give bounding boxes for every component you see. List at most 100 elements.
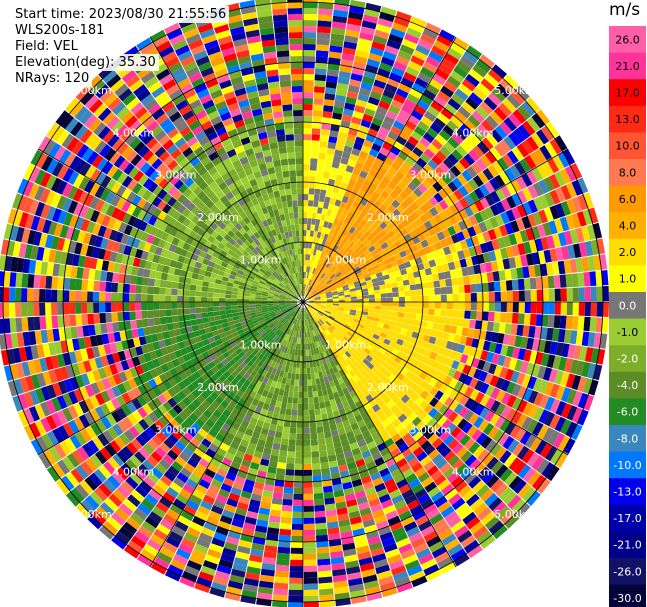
radar-gate — [325, 406, 333, 414]
radar-gate — [303, 445, 311, 452]
radar-gate — [531, 455, 545, 471]
radar-gate — [319, 309, 325, 313]
radar-gate — [374, 437, 384, 447]
radar-gate — [308, 355, 313, 362]
radar-gate — [306, 355, 310, 362]
radar-gate — [295, 331, 299, 338]
radar-gate — [378, 249, 386, 257]
radar-gate — [288, 439, 296, 446]
radar-gate — [303, 170, 310, 177]
radar-gate — [464, 206, 474, 217]
radar-gate — [315, 378, 321, 385]
radar-gate — [431, 154, 443, 166]
radar-gate — [335, 501, 347, 510]
radar-gate — [555, 342, 564, 357]
radar-gate — [325, 437, 333, 445]
radar-gate — [307, 313, 311, 319]
radar-gate — [376, 105, 388, 116]
radar-gate — [434, 474, 447, 486]
radar-gate — [451, 93, 465, 106]
radar-gate — [554, 370, 564, 385]
radar-gate — [324, 497, 335, 505]
radar-gate — [334, 94, 346, 103]
radar-gate — [386, 194, 395, 204]
radar-gate — [375, 217, 384, 226]
radar-gate — [467, 226, 477, 237]
radar-gate — [272, 442, 281, 451]
radar-gate — [347, 339, 355, 346]
radar-gate — [317, 334, 323, 341]
radar-gate — [423, 564, 440, 576]
radar-gate — [554, 416, 567, 432]
radar-gate — [422, 295, 429, 302]
radar-gate — [494, 214, 505, 227]
radar-gate — [356, 347, 364, 354]
radar-gate — [282, 426, 290, 434]
radar-gate — [536, 302, 543, 314]
radar-gate — [444, 396, 454, 408]
radar-gate — [474, 404, 485, 416]
radar-gate — [511, 313, 519, 324]
radar-gate — [504, 453, 517, 468]
radar-gate — [280, 438, 289, 446]
radar-gate — [485, 115, 499, 129]
radar-gate — [159, 287, 166, 295]
radar-gate — [522, 402, 534, 416]
radar-gate — [3, 287, 10, 302]
radar-gate — [225, 306, 232, 311]
radar-gate — [325, 503, 336, 511]
radar-gate — [315, 420, 323, 428]
radar-gate — [306, 313, 309, 320]
radar-gate — [379, 531, 394, 542]
radar-gate — [421, 179, 432, 190]
radar-gate — [352, 367, 360, 375]
radar-gate — [445, 278, 453, 287]
radar-gate — [324, 196, 331, 204]
radar-gate — [445, 317, 453, 325]
radar-gate — [338, 162, 348, 171]
radar-gate — [303, 122, 312, 129]
radar-gate — [171, 281, 179, 289]
radar-gate — [322, 479, 333, 487]
radar-gate — [554, 171, 566, 187]
radar-gate — [356, 302, 363, 305]
radar-gate — [437, 112, 450, 125]
radar-gate — [523, 349, 532, 362]
radar-gate — [504, 222, 514, 235]
radar-gate — [295, 325, 298, 332]
radar-gate — [463, 153, 476, 166]
radar-gate — [334, 416, 342, 424]
radar-gate — [550, 398, 561, 414]
radar-gate — [566, 302, 573, 316]
radar-gate — [310, 288, 315, 294]
radar-gate — [555, 452, 568, 468]
radar-gate — [550, 449, 563, 465]
radar-gate — [495, 402, 507, 416]
radar-gate — [546, 354, 556, 368]
radar-gate — [249, 296, 256, 300]
radar-gate — [515, 85, 530, 101]
radar-gate — [426, 274, 434, 282]
radar-gate — [21, 317, 29, 332]
radar-gate — [293, 487, 303, 494]
radar-gate — [468, 274, 476, 284]
radar-gate — [330, 550, 344, 559]
radar-gate — [440, 294, 447, 302]
radar-gate — [327, 248, 333, 256]
radar-gate — [315, 276, 320, 282]
radar-gate — [305, 325, 308, 332]
radar-gate — [410, 383, 420, 393]
radar-gate — [539, 394, 550, 409]
radar-gate — [533, 197, 544, 211]
radar-gate — [363, 70, 377, 80]
radar-gate — [587, 224, 597, 240]
radar-gate — [306, 224, 311, 231]
radar-gate — [488, 292, 495, 302]
radar-gate — [344, 302, 351, 305]
radar-gate — [367, 377, 376, 386]
radar-gate — [314, 80, 326, 88]
radar-gate — [316, 540, 329, 548]
radar-gate — [438, 404, 449, 415]
radar-gate — [512, 442, 525, 457]
radar-gate — [341, 195, 349, 204]
